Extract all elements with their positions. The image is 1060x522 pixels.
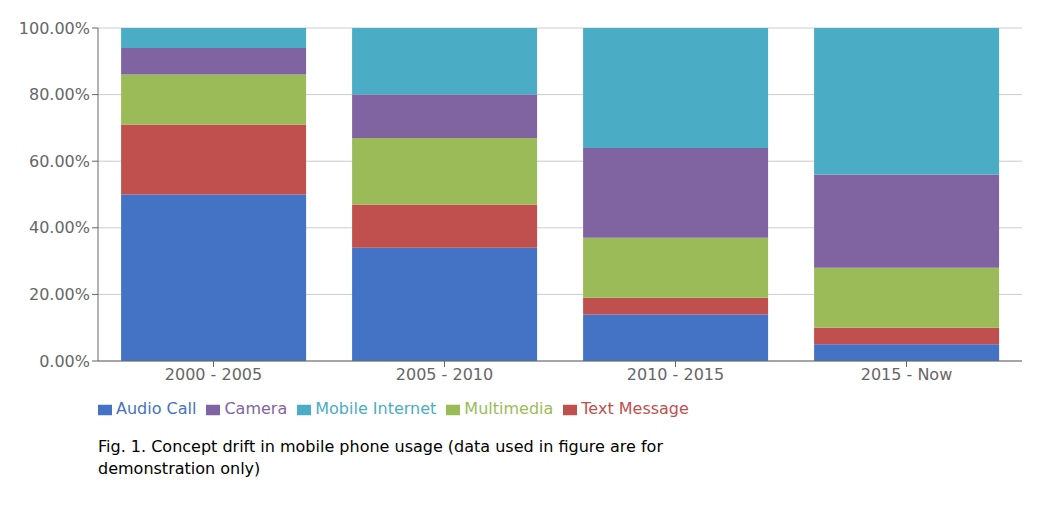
html-text:demonstration only): demonstration only) [98, 459, 261, 478]
svg-text:2005 - 2010: 2005 - 2010 [396, 365, 493, 384]
svg-text:100.00%: 100.00% [19, 19, 90, 38]
html-text:Multimedia: Multimedia [464, 399, 554, 418]
svg-text:20.00%: 20.00% [29, 285, 90, 304]
html-text:Audio Call: Audio Call [116, 399, 197, 418]
svg-text:80.00%: 80.00% [29, 85, 90, 104]
svg-text:0.00%: 0.00% [39, 352, 90, 371]
svg-text:40.00%: 40.00% [29, 218, 90, 237]
html-text:Text Message: Text Message [581, 399, 689, 418]
svg-text:2015 - Now: 2015 - Now [861, 365, 953, 384]
svg-text:2010 - 2015: 2010 - 2015 [627, 365, 724, 384]
svg-text:60.00%: 60.00% [29, 152, 90, 171]
html-text:Camera: Camera [224, 399, 288, 418]
svg-text:2000 - 2005: 2000 - 2005 [165, 365, 262, 384]
html-text:Mobile Internet: Mobile Internet [315, 399, 437, 418]
html-text:Fig. 1. Concept drift in mobil: Fig. 1. Concept drift in mobile phone us… [98, 437, 663, 456]
